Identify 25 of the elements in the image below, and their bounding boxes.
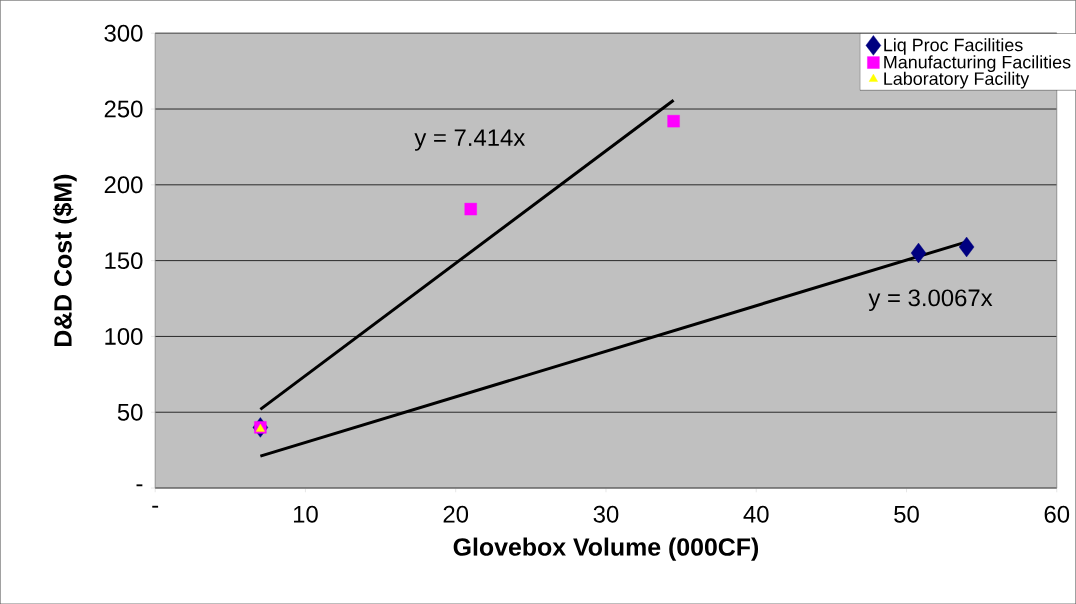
y-tick-label: 150 <box>105 252 143 269</box>
y-axis-title: D&D Cost ($M) <box>53 174 77 346</box>
x-axis-title: Glovebox Volume (000CF) <box>453 537 759 561</box>
point <box>464 202 477 216</box>
x-tick-label: 40 <box>743 505 769 523</box>
x-tick-label: 50 <box>894 505 919 523</box>
x-tick-label: - <box>152 505 159 508</box>
x-tick-label: 60 <box>1044 505 1070 523</box>
y-tick-label: 300 <box>104 24 143 42</box>
annotation: y = 3.0067x <box>868 289 993 311</box>
point <box>667 114 680 128</box>
legend-label: Manufacturing Facilities <box>884 55 1071 72</box>
legend-label: Liq Proc Facilities <box>884 38 1023 55</box>
y-tick-label: 100 <box>105 327 143 345</box>
y-tick-label: - <box>136 484 143 487</box>
x-tick-label: 20 <box>443 505 469 523</box>
point <box>958 236 975 258</box>
x-tick-label: 30 <box>593 505 619 523</box>
x-tick-label: 10 <box>293 505 318 523</box>
legend-label: Laboratory Facility <box>884 71 1030 89</box>
annotation: y = 7.414x <box>414 129 526 151</box>
point <box>910 242 927 264</box>
y-tick-label: 250 <box>104 100 143 118</box>
y-tick-label: 200 <box>104 176 143 194</box>
y-tick-label: 50 <box>117 403 143 421</box>
